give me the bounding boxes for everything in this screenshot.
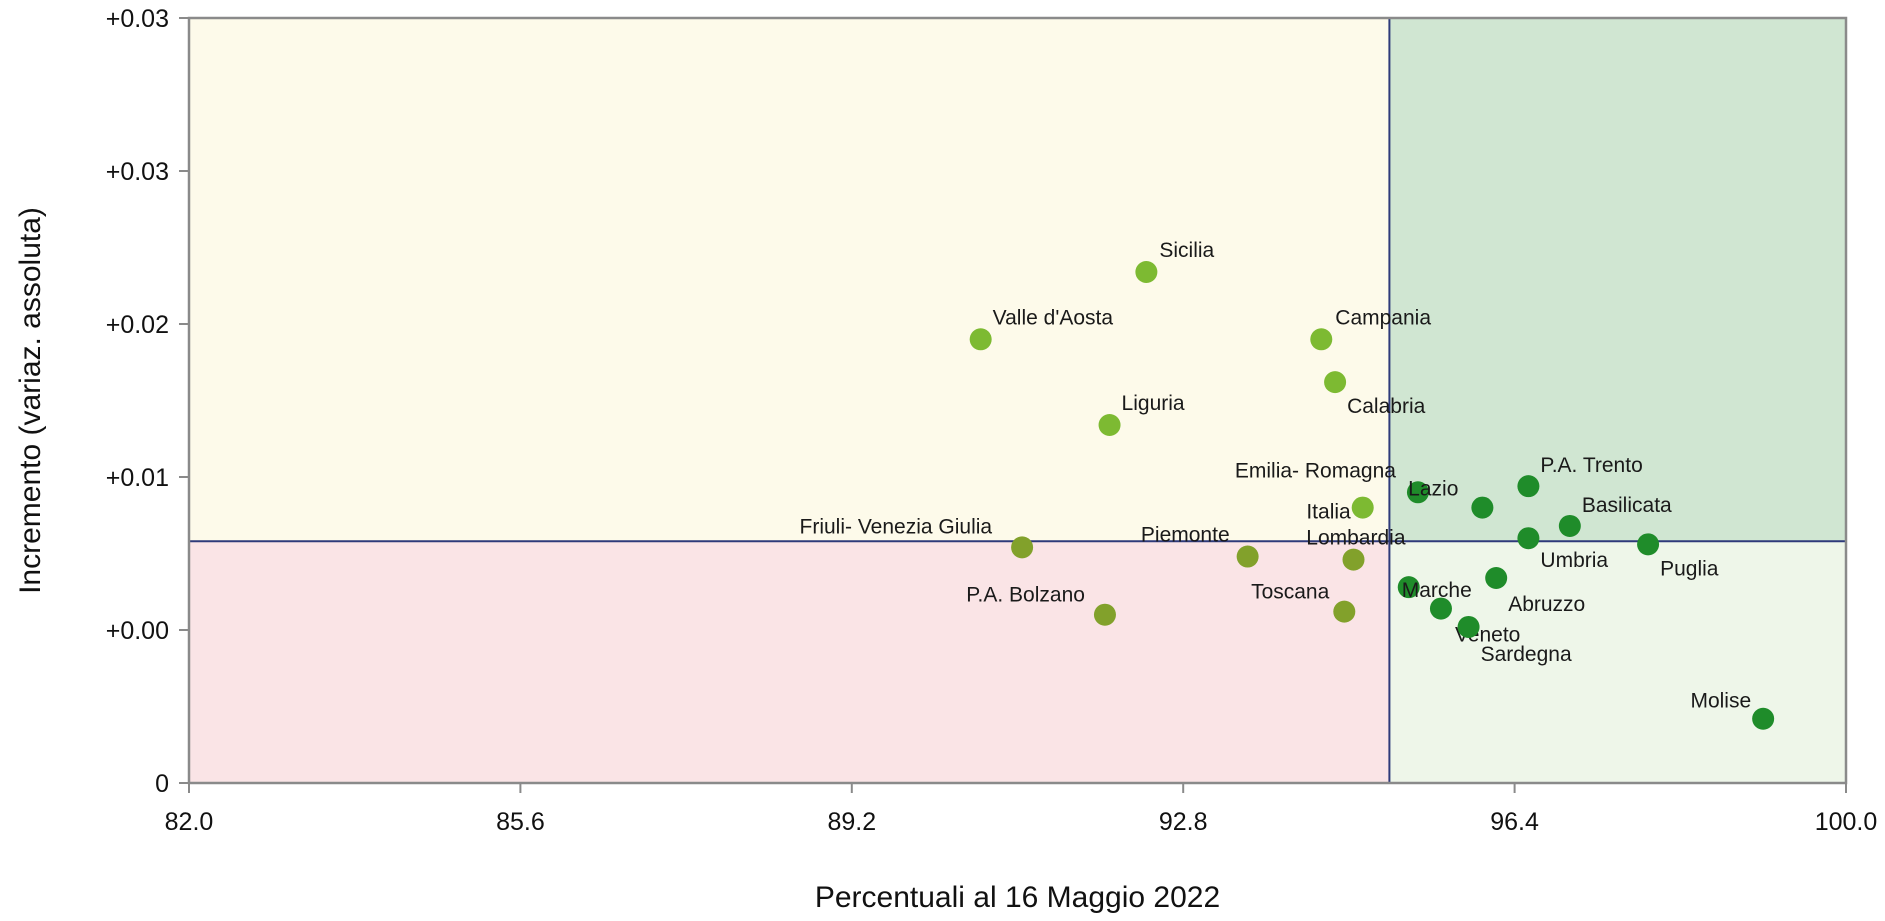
data-points: Sicilia Valle d'Aosta Campania Calabria Ligu…: [800, 239, 1775, 730]
y-axis: 0 +0.00 +0.01 +0.02 +0.03 +0.03: [106, 5, 189, 798]
quadrant-top-left: [189, 18, 1390, 542]
point-label-abruzzo: Abruzzo: [1508, 593, 1585, 616]
x-tick-label: 82.0: [165, 808, 214, 836]
point-friuli-venezia-giulia: [1011, 536, 1034, 559]
point-label-toscana: Toscana: [1251, 581, 1330, 604]
quadrant-top-right: [1389, 18, 1846, 542]
point-liguria: [1098, 413, 1121, 436]
point-label-marche: Marche: [1402, 579, 1472, 602]
point-basilicata: [1558, 514, 1581, 537]
point-label-umbria: Umbria: [1540, 549, 1608, 572]
point-umbria: [1517, 527, 1540, 550]
point-veneto: [1429, 597, 1452, 620]
quadrant-bottom-right: [1389, 541, 1846, 783]
point-abruzzo: [1485, 566, 1508, 589]
point-label-p-a-bolzano: P.A. Bolzano: [966, 584, 1085, 607]
point-piemonte: [1236, 545, 1259, 568]
y-tick-label: +0.03: [106, 158, 169, 186]
point-label-valle-d-aosta: Valle d'Aosta: [993, 306, 1114, 329]
point-p-a-bolzano: [1093, 603, 1116, 626]
x-axis: 82.0 85.6 89.2 92.8 96.4 100.0: [165, 783, 1878, 836]
point-label-basilicata: Basilicata: [1582, 494, 1672, 517]
point-label-sardegna: Sardegna: [1481, 643, 1572, 666]
y-tick-label: 0: [155, 770, 169, 798]
x-tick-label: 92.8: [1159, 808, 1208, 836]
y-tick-label: +0.00: [106, 617, 169, 645]
point-marche: [1397, 576, 1420, 599]
point-label-lazio: Lazio: [1408, 478, 1458, 501]
x-tick-label: 85.6: [496, 808, 545, 836]
x-tick-label: 89.2: [827, 808, 876, 836]
y-tick-label: +0.01: [106, 464, 169, 492]
point-toscana: [1333, 600, 1356, 623]
point-label-liguria: Liguria: [1122, 392, 1185, 415]
x-tick-label: 96.4: [1490, 808, 1539, 836]
point-campania: [1310, 328, 1333, 351]
point-lazio: [1471, 496, 1494, 519]
point-label-piemonte: Piemonte: [1141, 524, 1230, 547]
point-label-friuli-venezia-giulia: Friuli- Venezia Giulia: [800, 515, 993, 538]
quadrant-bottom-left: [189, 541, 1390, 783]
point-sardegna: [1457, 615, 1480, 638]
plot-frame: [187, 16, 1848, 785]
point-puglia: [1637, 533, 1660, 556]
point-label-p-a-trento: P.A. Trento: [1540, 454, 1642, 477]
y-tick-label: +0.02: [106, 311, 169, 339]
point-label-italia: Italia: [1306, 501, 1351, 524]
point-label-emilia-romagna: Emilia- Romagna: [1235, 459, 1396, 482]
x-axis-title: Percentuali al 16 Maggio 2022: [815, 881, 1220, 914]
point-label-molise: Molise: [1690, 690, 1751, 713]
point-valle-d-aosta: [969, 328, 992, 351]
point-italia: [1351, 496, 1374, 519]
point-calabria: [1324, 371, 1347, 394]
point-sicilia: [1135, 260, 1158, 283]
point-label-sicilia: Sicilia: [1159, 239, 1214, 262]
point-label-campania: Campania: [1335, 306, 1431, 329]
point-label-lombardia: Lombardia: [1306, 527, 1406, 550]
point-emilia-romagna: [1406, 481, 1429, 504]
point-label-calabria: Calabria: [1347, 395, 1426, 418]
point-lombardia: [1342, 548, 1365, 571]
quadrant-backgrounds: [189, 18, 1846, 783]
point-label-puglia: Puglia: [1660, 557, 1719, 580]
x-tick-label: 100.0: [1815, 808, 1878, 836]
y-axis-title: Incremento (variaz. assoluta): [14, 207, 47, 594]
point-molise: [1752, 707, 1775, 730]
y-tick-label: +0.03: [106, 5, 169, 33]
point-p-a-trento: [1517, 475, 1540, 498]
